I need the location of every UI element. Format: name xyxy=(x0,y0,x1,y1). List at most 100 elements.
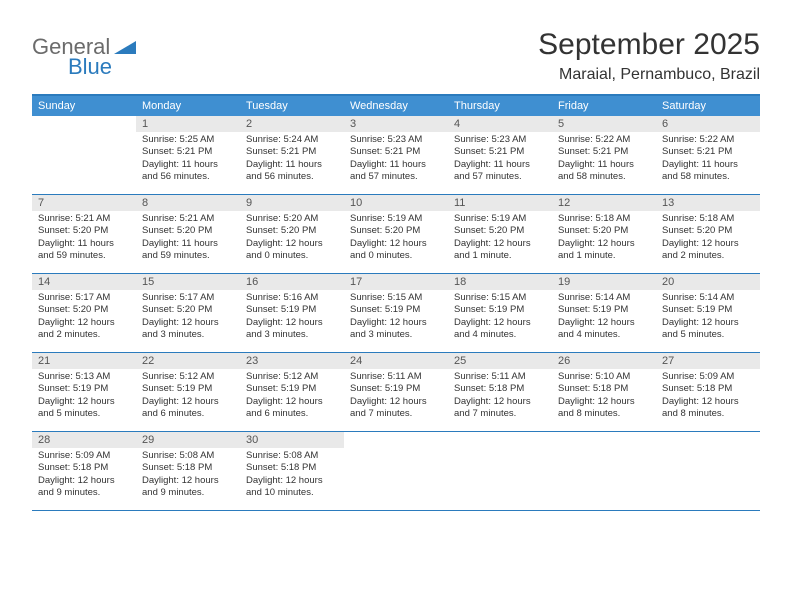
sunrise-line: Sunrise: 5:11 AM xyxy=(350,371,442,383)
day-number: 16 xyxy=(240,274,344,290)
daylight-line: Daylight: 12 hours and 7 minutes. xyxy=(350,396,442,421)
day-number: 8 xyxy=(136,195,240,211)
day-details: Sunrise: 5:19 AMSunset: 5:20 PMDaylight:… xyxy=(448,211,552,266)
sunset-line: Sunset: 5:20 PM xyxy=(38,225,130,237)
page: General September 2025 Maraial, Pernambu… xyxy=(0,0,792,531)
calendar-cell: 26Sunrise: 5:10 AMSunset: 5:18 PMDayligh… xyxy=(552,353,656,431)
calendar-week: 21Sunrise: 5:13 AMSunset: 5:19 PMDayligh… xyxy=(32,353,760,432)
sunrise-line: Sunrise: 5:12 AM xyxy=(142,371,234,383)
day-number: 9 xyxy=(240,195,344,211)
sunrise-line: Sunrise: 5:09 AM xyxy=(38,450,130,462)
daylight-line: Daylight: 12 hours and 6 minutes. xyxy=(142,396,234,421)
calendar-cell: 19Sunrise: 5:14 AMSunset: 5:19 PMDayligh… xyxy=(552,274,656,352)
day-number: 3 xyxy=(344,116,448,132)
day-header-cell: Monday xyxy=(136,96,240,116)
day-details: Sunrise: 5:12 AMSunset: 5:19 PMDaylight:… xyxy=(136,369,240,424)
calendar-week: 28Sunrise: 5:09 AMSunset: 5:18 PMDayligh… xyxy=(32,432,760,511)
calendar-cell: 3Sunrise: 5:23 AMSunset: 5:21 PMDaylight… xyxy=(344,116,448,194)
sunset-line: Sunset: 5:20 PM xyxy=(142,304,234,316)
calendar-week: 14Sunrise: 5:17 AMSunset: 5:20 PMDayligh… xyxy=(32,274,760,353)
sunrise-line: Sunrise: 5:17 AM xyxy=(38,292,130,304)
day-number: 11 xyxy=(448,195,552,211)
sunrise-line: Sunrise: 5:25 AM xyxy=(142,134,234,146)
calendar-cell: 14Sunrise: 5:17 AMSunset: 5:20 PMDayligh… xyxy=(32,274,136,352)
sunset-line: Sunset: 5:18 PM xyxy=(38,462,130,474)
sunset-line: Sunset: 5:21 PM xyxy=(246,146,338,158)
calendar-cell: 2Sunrise: 5:24 AMSunset: 5:21 PMDaylight… xyxy=(240,116,344,194)
day-details: Sunrise: 5:14 AMSunset: 5:19 PMDaylight:… xyxy=(552,290,656,345)
sunrise-line: Sunrise: 5:24 AM xyxy=(246,134,338,146)
logo-text-blue: Blue xyxy=(68,54,112,80)
day-header-cell: Sunday xyxy=(32,96,136,116)
calendar-cell: 18Sunrise: 5:15 AMSunset: 5:19 PMDayligh… xyxy=(448,274,552,352)
day-details: Sunrise: 5:11 AMSunset: 5:19 PMDaylight:… xyxy=(344,369,448,424)
day-number: 5 xyxy=(552,116,656,132)
day-number: 28 xyxy=(32,432,136,448)
sunset-line: Sunset: 5:20 PM xyxy=(662,225,754,237)
day-details: Sunrise: 5:16 AMSunset: 5:19 PMDaylight:… xyxy=(240,290,344,345)
sunset-line: Sunset: 5:18 PM xyxy=(246,462,338,474)
sunrise-line: Sunrise: 5:16 AM xyxy=(246,292,338,304)
calendar-cell: 25Sunrise: 5:11 AMSunset: 5:18 PMDayligh… xyxy=(448,353,552,431)
calendar-cell xyxy=(656,432,760,510)
day-details: Sunrise: 5:10 AMSunset: 5:18 PMDaylight:… xyxy=(552,369,656,424)
sunrise-line: Sunrise: 5:13 AM xyxy=(38,371,130,383)
daylight-line: Daylight: 12 hours and 1 minute. xyxy=(454,238,546,263)
daylight-line: Daylight: 12 hours and 3 minutes. xyxy=(350,317,442,342)
daylight-line: Daylight: 12 hours and 0 minutes. xyxy=(246,238,338,263)
sunset-line: Sunset: 5:18 PM xyxy=(454,383,546,395)
daylight-line: Daylight: 12 hours and 0 minutes. xyxy=(350,238,442,263)
calendar-cell xyxy=(32,116,136,194)
sunset-line: Sunset: 5:21 PM xyxy=(558,146,650,158)
calendar-cell: 13Sunrise: 5:18 AMSunset: 5:20 PMDayligh… xyxy=(656,195,760,273)
daylight-line: Daylight: 12 hours and 3 minutes. xyxy=(142,317,234,342)
daylight-line: Daylight: 12 hours and 3 minutes. xyxy=(246,317,338,342)
day-number: 21 xyxy=(32,353,136,369)
day-details: Sunrise: 5:17 AMSunset: 5:20 PMDaylight:… xyxy=(32,290,136,345)
sunrise-line: Sunrise: 5:15 AM xyxy=(454,292,546,304)
title-block: September 2025 Maraial, Pernambuco, Braz… xyxy=(538,28,760,84)
calendar-cell: 7Sunrise: 5:21 AMSunset: 5:20 PMDaylight… xyxy=(32,195,136,273)
calendar-cell: 16Sunrise: 5:16 AMSunset: 5:19 PMDayligh… xyxy=(240,274,344,352)
calendar-body: 1Sunrise: 5:25 AMSunset: 5:21 PMDaylight… xyxy=(32,116,760,511)
calendar-cell: 12Sunrise: 5:18 AMSunset: 5:20 PMDayligh… xyxy=(552,195,656,273)
sunrise-line: Sunrise: 5:11 AM xyxy=(454,371,546,383)
day-number: 27 xyxy=(656,353,760,369)
calendar-cell: 23Sunrise: 5:12 AMSunset: 5:19 PMDayligh… xyxy=(240,353,344,431)
daylight-line: Daylight: 12 hours and 9 minutes. xyxy=(142,475,234,500)
calendar-cell: 22Sunrise: 5:12 AMSunset: 5:19 PMDayligh… xyxy=(136,353,240,431)
day-details: Sunrise: 5:18 AMSunset: 5:20 PMDaylight:… xyxy=(552,211,656,266)
daylight-line: Daylight: 11 hours and 59 minutes. xyxy=(38,238,130,263)
sunset-line: Sunset: 5:19 PM xyxy=(246,383,338,395)
sunset-line: Sunset: 5:21 PM xyxy=(662,146,754,158)
sunset-line: Sunset: 5:21 PM xyxy=(142,146,234,158)
daylight-line: Daylight: 12 hours and 5 minutes. xyxy=(38,396,130,421)
daylight-line: Daylight: 12 hours and 2 minutes. xyxy=(38,317,130,342)
day-number: 2 xyxy=(240,116,344,132)
day-details: Sunrise: 5:23 AMSunset: 5:21 PMDaylight:… xyxy=(344,132,448,187)
sunrise-line: Sunrise: 5:14 AM xyxy=(662,292,754,304)
day-details: Sunrise: 5:25 AMSunset: 5:21 PMDaylight:… xyxy=(136,132,240,187)
sunset-line: Sunset: 5:20 PM xyxy=(350,225,442,237)
sunset-line: Sunset: 5:19 PM xyxy=(142,383,234,395)
day-details: Sunrise: 5:17 AMSunset: 5:20 PMDaylight:… xyxy=(136,290,240,345)
sunset-line: Sunset: 5:19 PM xyxy=(38,383,130,395)
calendar-cell: 4Sunrise: 5:23 AMSunset: 5:21 PMDaylight… xyxy=(448,116,552,194)
sunset-line: Sunset: 5:21 PM xyxy=(454,146,546,158)
day-number: 10 xyxy=(344,195,448,211)
calendar-cell: 28Sunrise: 5:09 AMSunset: 5:18 PMDayligh… xyxy=(32,432,136,510)
sunset-line: Sunset: 5:19 PM xyxy=(350,383,442,395)
sunrise-line: Sunrise: 5:18 AM xyxy=(662,213,754,225)
calendar-cell: 27Sunrise: 5:09 AMSunset: 5:18 PMDayligh… xyxy=(656,353,760,431)
daylight-line: Daylight: 12 hours and 4 minutes. xyxy=(454,317,546,342)
sunrise-line: Sunrise: 5:14 AM xyxy=(558,292,650,304)
sunset-line: Sunset: 5:20 PM xyxy=(454,225,546,237)
sunrise-line: Sunrise: 5:23 AM xyxy=(350,134,442,146)
day-number: 4 xyxy=(448,116,552,132)
calendar-cell: 11Sunrise: 5:19 AMSunset: 5:20 PMDayligh… xyxy=(448,195,552,273)
day-number: 22 xyxy=(136,353,240,369)
day-number: 17 xyxy=(344,274,448,290)
daylight-line: Daylight: 12 hours and 1 minute. xyxy=(558,238,650,263)
sunrise-line: Sunrise: 5:21 AM xyxy=(38,213,130,225)
sunrise-line: Sunrise: 5:15 AM xyxy=(350,292,442,304)
